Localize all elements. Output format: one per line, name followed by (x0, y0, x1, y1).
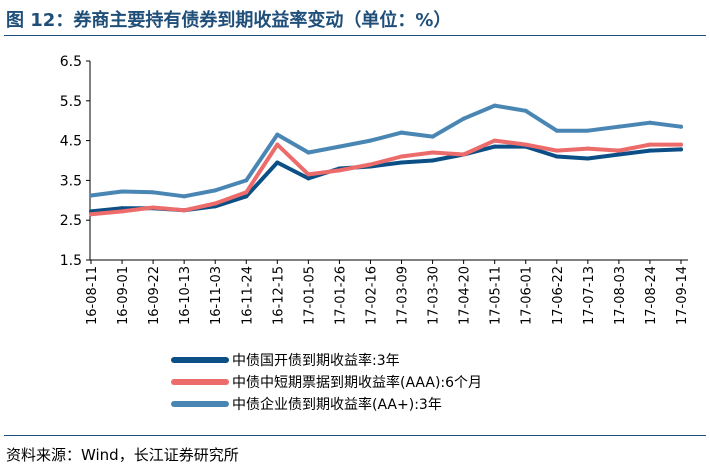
series-1-point (399, 160, 404, 165)
series-3-point (679, 124, 683, 129)
legend-label-3: 中债企业债到期收益率(AA+):3年 (232, 396, 442, 413)
series-line-2 (89, 138, 683, 217)
series-2-point (244, 190, 249, 195)
y-tick-label: 5.5 (60, 94, 82, 110)
series-2-point (275, 142, 280, 147)
series-2-point (461, 152, 466, 157)
series-3-point (89, 193, 93, 198)
source-divider (4, 435, 706, 436)
series-2-point (585, 146, 590, 151)
x-tick-label: 17-09-14 (675, 266, 690, 325)
series-2-point (89, 212, 93, 217)
series-2-point (182, 208, 187, 213)
series-3-point (461, 116, 466, 121)
legend: 中债国开债到期收益率:3年中债中短期票据到期收益率(AAA):6个月中债企业债到… (171, 352, 482, 413)
series-1-point (430, 158, 435, 163)
series-2-point (647, 142, 652, 147)
x-tick-label: 16-10-13 (178, 266, 193, 325)
series-2-point (399, 154, 404, 159)
series-2-point (337, 168, 342, 173)
y-tick-label: 6.5 (60, 54, 82, 70)
series-2-point (368, 162, 373, 167)
x-tick-label: 17-04-20 (458, 266, 473, 325)
title-divider (4, 35, 706, 36)
series-2-point (523, 142, 528, 147)
x-tick-label: 17-08-24 (644, 266, 659, 325)
series-3-point (182, 194, 187, 199)
series-2-point (430, 150, 435, 155)
y-tick-label: 2.5 (60, 213, 82, 229)
series-3-point (585, 128, 590, 133)
series-2-point (492, 138, 497, 143)
series-2-point (120, 209, 125, 214)
x-tick-label: 17-06-01 (520, 266, 535, 325)
chart-title: 图 12：券商主要持有债券到期收益率变动（单位：%） (6, 10, 452, 31)
series-1-point (120, 206, 125, 211)
series-1-point (275, 160, 280, 165)
x-tick-label: 16-12-15 (271, 266, 286, 325)
series-1-point (492, 144, 497, 149)
series-3-point (554, 128, 559, 133)
series-2-point (151, 205, 156, 210)
series-2-point (306, 172, 311, 177)
x-tick-label: 17-08-03 (613, 266, 628, 325)
series-3-point (368, 138, 373, 143)
series-1-point (679, 147, 683, 152)
series-3-point (151, 190, 156, 195)
series-line-1 (89, 144, 683, 214)
y-tick-label: 4.5 (60, 134, 82, 150)
series-3-point (492, 103, 497, 108)
series-3-point (616, 124, 621, 129)
x-tick-label: 16-09-22 (147, 266, 162, 325)
x-tick-label: 16-08-11 (85, 266, 100, 325)
axes: 1.5 2.5 3.5 4.5 5.5 6.5 16-08-11 16-09-01 16-09-… (60, 54, 690, 325)
x-tick-label: 17-05-11 (489, 266, 504, 325)
series-3-point (337, 144, 342, 149)
series-1-point (554, 154, 559, 159)
x-tick-label: 17-01-26 (333, 266, 348, 325)
series-3-point (399, 130, 404, 135)
series-2-point (679, 142, 683, 147)
series-1-point (616, 152, 621, 157)
series-1-point (244, 194, 249, 199)
x-tick-label: 16-11-24 (240, 266, 255, 325)
series-2-point (213, 201, 218, 206)
series-2-point (554, 148, 559, 153)
series-1-point (585, 156, 590, 161)
series-3-point (430, 134, 435, 139)
x-tick-label: 17-06-22 (551, 266, 566, 325)
series-3-point (306, 150, 311, 155)
series-3-point (647, 120, 652, 125)
series-3-point (213, 188, 218, 193)
series-1-point (306, 176, 311, 181)
series-3-point (120, 189, 125, 194)
x-tick-label: 17-01-05 (302, 266, 317, 325)
x-tick-label: 16-09-01 (116, 266, 131, 325)
x-tick-label: 17-03-30 (427, 266, 442, 325)
x-tick-label: 17-02-16 (364, 266, 379, 325)
legend-label-1: 中债国开债到期收益率:3年 (232, 352, 400, 369)
x-tick-label: 17-07-13 (582, 266, 597, 325)
y-tick-label: 1.5 (60, 253, 82, 269)
legend-label-2: 中债中短期票据到期收益率(AAA):6个月 (232, 374, 482, 391)
series-3-point (523, 108, 528, 113)
series-1-point (647, 148, 652, 153)
series-line-3 (89, 103, 683, 199)
series-3-point (275, 132, 280, 137)
series-lines (89, 103, 683, 217)
source-note: 资料来源：Wind，长江证券研究所 (6, 446, 239, 464)
x-tick-label: 17-03-09 (396, 266, 411, 325)
series-2-point (616, 148, 621, 153)
x-tick-label: 16-11-03 (209, 266, 224, 325)
y-tick-label: 3.5 (60, 173, 82, 189)
series-3-point (244, 178, 249, 183)
